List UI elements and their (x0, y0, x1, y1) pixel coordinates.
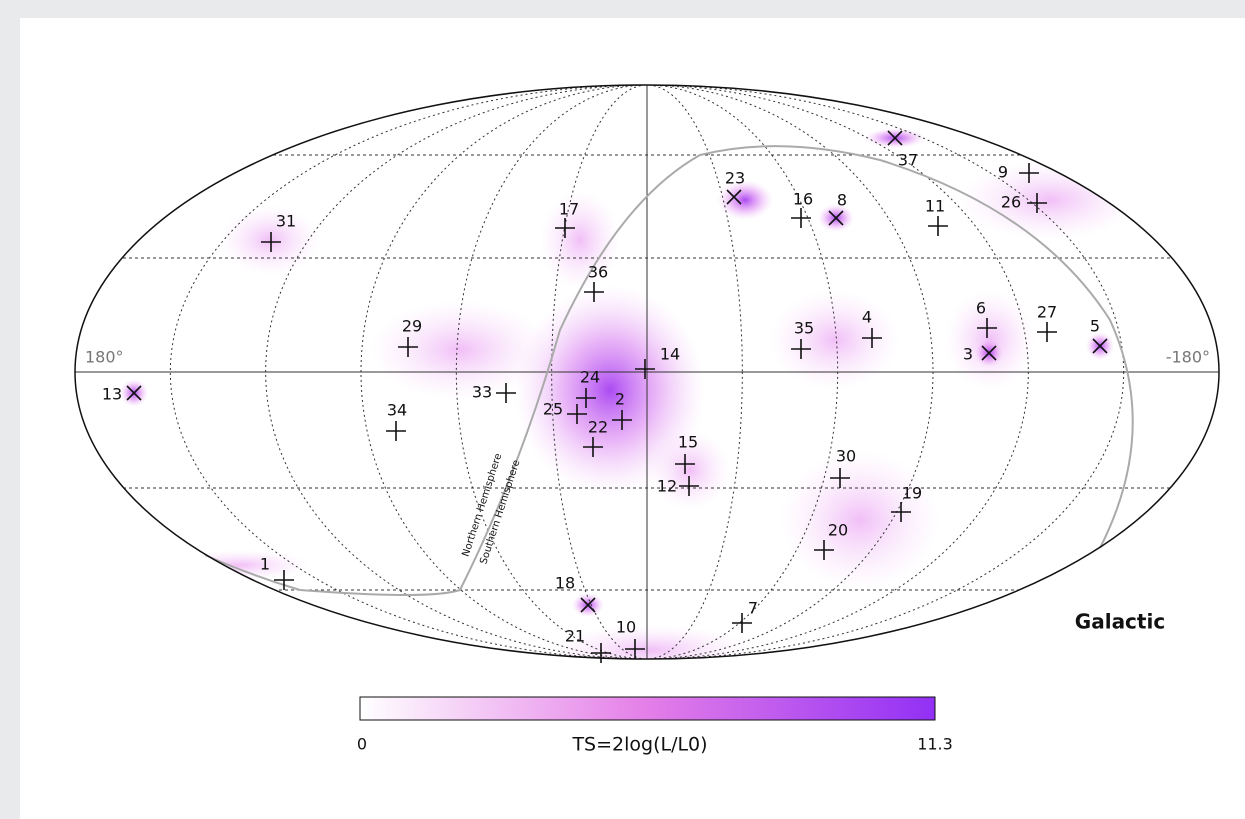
source-label: 14 (660, 345, 680, 364)
source-marker (580, 597, 596, 613)
source-marker (791, 208, 811, 228)
source-label: 36 (588, 263, 608, 282)
colorbar (359, 696, 936, 721)
source-label: 1 (260, 555, 270, 574)
source-label: 26 (1001, 193, 1021, 212)
source-marker (828, 210, 844, 226)
meridian (265, 85, 1029, 659)
source-label: 6 (976, 299, 986, 318)
source-marker (977, 318, 997, 338)
colorbar-label: TS=2log(L/L0) (571, 734, 707, 756)
source-label: 9 (998, 163, 1008, 182)
source-label: 29 (402, 317, 422, 336)
source-label: 33 (472, 383, 492, 402)
source-label: 25 (543, 400, 563, 419)
source-label: 15 (678, 433, 698, 452)
source-marker (675, 454, 695, 474)
source-label: 31 (276, 212, 296, 231)
source-label: 27 (1037, 303, 1057, 322)
frame-label: Galactic (1075, 610, 1165, 634)
source-label: 12 (657, 477, 677, 496)
source-marker (274, 570, 294, 590)
source-label: 19 (902, 484, 922, 503)
source-label: 2 (615, 390, 625, 409)
source-marker (732, 613, 752, 633)
source-label: 30 (836, 447, 856, 466)
source-label: 5 (1090, 317, 1100, 336)
source-label: 18 (555, 574, 575, 593)
source-label: 35 (794, 319, 814, 338)
source-marker (576, 388, 596, 408)
colorbar-max: 11.3 (917, 735, 953, 754)
source-marker (1027, 193, 1047, 213)
source-marker (555, 218, 575, 238)
colorbar-min: 0 (357, 735, 367, 754)
source-marker (862, 328, 882, 348)
source-marker (1019, 163, 1039, 183)
source-marker (567, 404, 587, 424)
source-label: 3 (963, 345, 973, 364)
source-marker (261, 232, 281, 252)
source-marker (386, 421, 406, 441)
source-label: 7 (748, 599, 758, 618)
source-label: 8 (837, 191, 847, 210)
source-marker (928, 216, 948, 236)
source-marker (679, 476, 699, 496)
source-label: 16 (793, 190, 813, 209)
source-label: 21 (565, 627, 585, 646)
source-marker (126, 385, 142, 401)
source-marker (584, 282, 604, 302)
source-label: 22 (588, 418, 608, 437)
source-label: 10 (616, 618, 636, 637)
galactic-plane (204, 145, 1134, 596)
source-marker (625, 639, 645, 659)
source-label: 34 (387, 401, 407, 420)
source-label: 11 (925, 197, 945, 216)
source-marker (398, 337, 418, 357)
longitude-label: 180° (85, 348, 124, 367)
source-marker (981, 345, 997, 361)
source-label: 37 (898, 151, 918, 170)
source-marker (583, 437, 603, 457)
source-marker (814, 540, 834, 560)
ts-map (120, 128, 1140, 659)
meridian (169, 85, 1125, 659)
longitude-label: -180° (1166, 348, 1210, 367)
source-marker (891, 502, 911, 522)
sky-border (74, 84, 1220, 660)
source-marker (635, 359, 655, 379)
source-marker (887, 130, 903, 146)
source-marker (791, 339, 811, 359)
meridian (360, 85, 934, 659)
source-marker (591, 643, 611, 663)
source-marker (726, 189, 742, 205)
source-label: 4 (862, 308, 872, 327)
source-label: 17 (559, 200, 579, 219)
source-marker (612, 410, 632, 430)
source-label: 23 (725, 169, 745, 188)
source-marker (1092, 338, 1108, 354)
source-marker (496, 383, 516, 403)
source-marker (1037, 322, 1057, 342)
source-label: 20 (828, 521, 848, 540)
source-label: 24 (580, 368, 600, 387)
source-label: 13 (102, 385, 122, 404)
source-marker (830, 468, 850, 488)
meridian (455, 85, 839, 659)
